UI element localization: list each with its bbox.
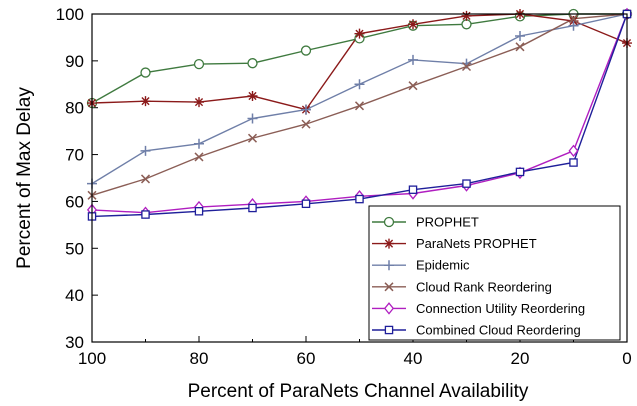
legend-label: Cloud Rank Reordering (416, 279, 552, 294)
data-point-cloud-rank-reordering (140, 174, 151, 184)
series-line-paranets-prophet (91, 13, 628, 111)
data-point-paranets-prophet (408, 19, 418, 30)
legend-item-combined-cloud-reordering: Combined Cloud Reordering (372, 323, 581, 338)
legend-swatch-marker (383, 216, 395, 228)
y-tick-label: 70 (65, 146, 84, 165)
data-point-combined-cloud-reordering (248, 203, 257, 213)
legend-label: Combined Cloud Reordering (416, 323, 581, 338)
data-point-cloud-rank-reordering (461, 61, 472, 72)
data-point-cloud-rank-reordering (301, 119, 311, 129)
legend-item-paranets-prophet: ParaNets PROPHET (372, 236, 537, 251)
data-point-combined-cloud-reordering (355, 194, 364, 204)
x-tick-label: 20 (511, 349, 530, 368)
x-tick-label: 40 (404, 349, 423, 368)
plot-area-frame (91, 13, 628, 343)
series-line-connection-utility-reordering (91, 13, 628, 214)
data-point-prophet (300, 45, 312, 56)
data-point-prophet (247, 58, 258, 69)
data-point-connection-utility-reordering (568, 144, 579, 158)
data-point-combined-cloud-reordering (462, 179, 471, 188)
data-point-epidemic (140, 145, 151, 156)
y-tick-label: 100 (56, 5, 84, 24)
data-point-paranets-prophet (194, 97, 204, 108)
data-point-epidemic (194, 138, 204, 149)
data-point-combined-cloud-reordering (301, 199, 311, 209)
legend-item-connection-utility-reordering: Connection Utility Reordering (372, 301, 585, 316)
series-lines (91, 13, 628, 218)
legend-swatch-marker (384, 282, 394, 292)
series-line-prophet (91, 13, 627, 104)
data-point-cloud-rank-reordering (568, 14, 579, 24)
legend-swatch-marker (384, 325, 394, 335)
data-point-cloud-rank-reordering (408, 81, 418, 91)
data-point-combined-cloud-reordering (141, 210, 150, 219)
series-line-combined-cloud-reordering (91, 13, 628, 218)
series-markers (86, 7, 633, 221)
legend-swatch-marker (383, 302, 395, 315)
data-point-paranets-prophet (354, 28, 365, 39)
y-tick-label: 50 (65, 239, 84, 258)
data-point-cloud-rank-reordering (515, 42, 525, 52)
data-point-epidemic (408, 54, 418, 65)
data-point-prophet (140, 67, 151, 78)
y-tick-label: 40 (65, 286, 84, 305)
legend-item-cloud-rank-reordering: Cloud Rank Reordering (372, 279, 552, 294)
data-point-cloud-rank-reordering (354, 101, 365, 111)
data-point-paranets-prophet (140, 96, 151, 107)
legend-item-prophet: PROPHET (372, 215, 479, 230)
data-point-epidemic (247, 113, 258, 124)
y-tick-label: 80 (65, 99, 84, 118)
data-point-cloud-rank-reordering (194, 152, 204, 162)
x-tick-label: 60 (297, 349, 316, 368)
legend: PROPHET ParaNets PROPHET Epidemic Cloud Ran… (368, 205, 621, 341)
legend-label: PROPHET (416, 215, 479, 230)
legend-swatch-marker (384, 260, 394, 271)
data-point-prophet (193, 58, 205, 70)
y-axis-title: Percent of Max Delay (14, 87, 35, 269)
data-point-cloud-rank-reordering (247, 133, 258, 143)
legend-label: Connection Utility Reordering (416, 301, 585, 316)
legend-label: Epidemic (416, 258, 470, 273)
legend-box (368, 205, 621, 341)
legend-item-epidemic: Epidemic (372, 258, 470, 273)
data-point-combined-cloud-reordering (408, 185, 418, 194)
legend-swatch-marker (384, 238, 394, 249)
data-point-combined-cloud-reordering (569, 158, 578, 167)
data-point-combined-cloud-reordering (515, 167, 525, 177)
data-point-combined-cloud-reordering (194, 207, 204, 216)
data-point-epidemic (568, 20, 579, 31)
x-tick-label: 80 (190, 349, 209, 368)
legend-label: ParaNets PROPHET (416, 236, 537, 251)
y-tick-label: 90 (65, 52, 84, 71)
data-point-epidemic (354, 79, 365, 90)
y-tick-label: 60 (65, 192, 84, 211)
x-axis-title: Percent of ParaNets Channel Availability (188, 381, 529, 402)
data-point-prophet (461, 19, 472, 30)
data-point-epidemic (515, 31, 525, 42)
data-point-paranets-prophet (461, 10, 472, 21)
y-tick-label: 30 (65, 333, 84, 352)
x-tick-label: 0 (622, 349, 631, 368)
tick-labels: 100 80 60 40 20 0 30 40 50 60 70 80 90 100 (56, 5, 632, 368)
data-point-paranets-prophet (247, 91, 258, 101)
data-point-epidemic (301, 104, 311, 115)
x-tick-label: 100 (78, 349, 106, 368)
